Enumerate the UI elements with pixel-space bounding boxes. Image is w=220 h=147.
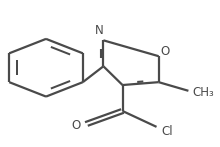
Text: CH₃: CH₃ (193, 86, 214, 99)
Text: N: N (95, 24, 104, 37)
Text: O: O (71, 119, 80, 132)
Text: O: O (160, 45, 170, 58)
Text: Cl: Cl (161, 125, 173, 138)
